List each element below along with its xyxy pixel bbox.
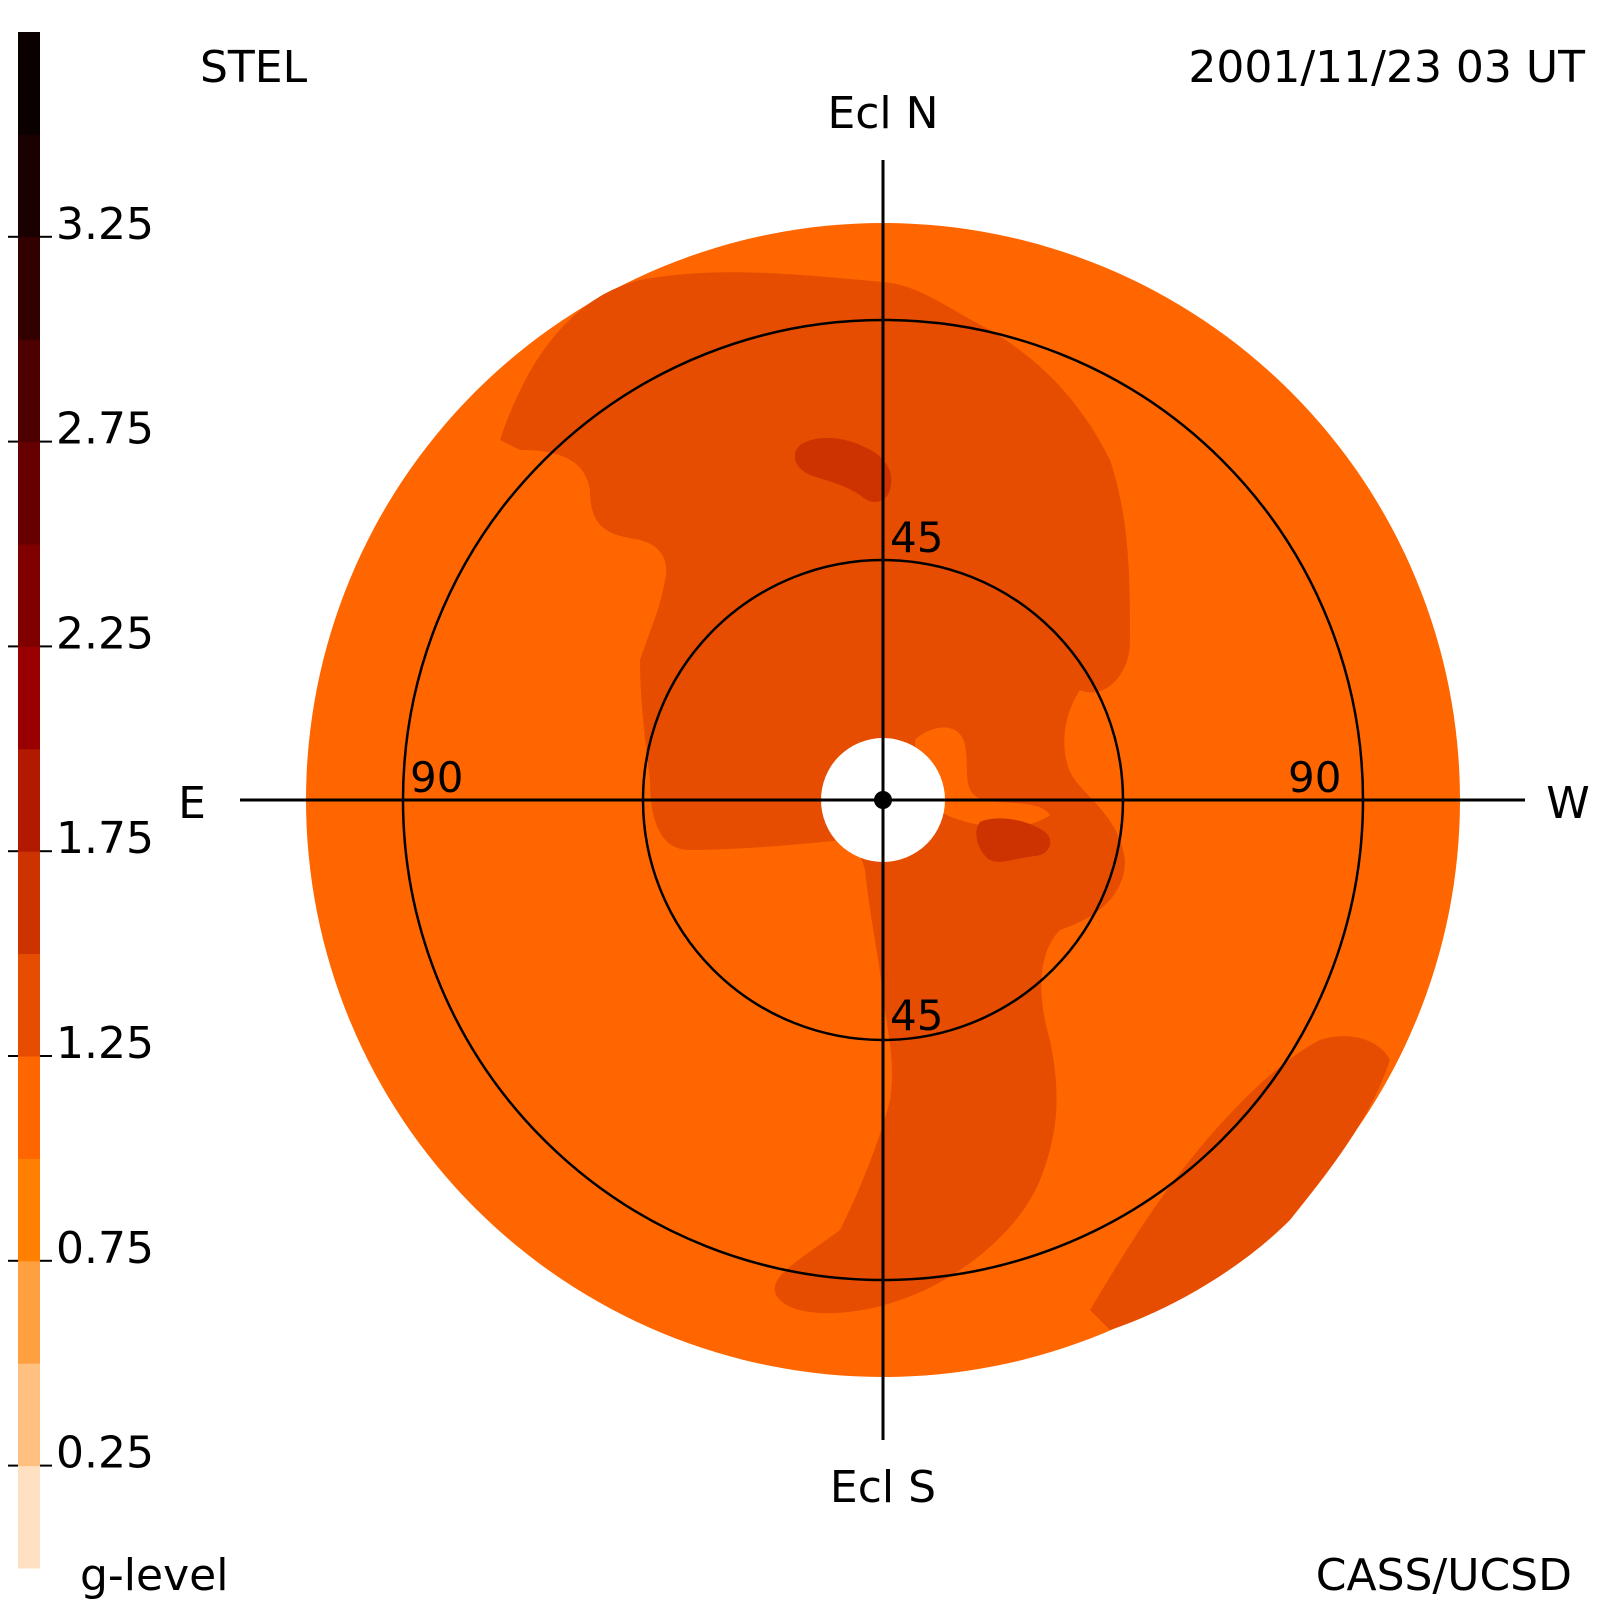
colorbar-tick-label: 1.75 <box>56 813 154 864</box>
north-label: Ecl N <box>827 88 938 139</box>
colorbar-segment <box>18 748 40 852</box>
colorbar <box>18 32 40 1569</box>
ring-label-45-south: 45 <box>890 991 943 1040</box>
background-wedge-near-sun <box>915 727 1050 827</box>
ring-label-90-west: 90 <box>1288 753 1341 802</box>
enhanced-region-north <box>500 272 1130 1314</box>
colorbar-tick-label: 0.75 <box>56 1223 154 1274</box>
enhanced-region-southwest <box>1090 1036 1390 1330</box>
colorbar-segment <box>18 32 40 135</box>
colorbar-segment <box>18 1260 40 1364</box>
colorbar-segment <box>18 1363 40 1467</box>
colorbar-tick-label: 2.75 <box>56 404 154 455</box>
south-label: Ecl S <box>830 1462 936 1513</box>
colorbar-segment <box>18 339 40 443</box>
colorbar-segment <box>18 1056 40 1159</box>
colorbar-segment <box>18 134 40 238</box>
colorbar-segment <box>18 953 40 1057</box>
west-label: W <box>1546 778 1590 829</box>
colorbar-label: g-level <box>80 1550 228 1600</box>
colorbar-tick-label: 2.25 <box>56 608 154 659</box>
peak-region-north <box>794 437 892 502</box>
colorbar-tick-label: 3.25 <box>56 199 154 250</box>
colorbar-segment <box>18 646 40 750</box>
colorbar-ticks: 3.25 2.75 2.25 1.75 1.25 0.75 0.25 <box>8 199 154 1479</box>
colorbar-segment <box>18 1158 40 1262</box>
colorbar-segment <box>18 851 40 955</box>
sky-map <box>240 160 1525 1440</box>
credit-label: CASS/UCSD <box>1316 1550 1572 1600</box>
ring-label-45-north: 45 <box>890 513 943 562</box>
colorbar-segment <box>18 236 40 340</box>
observatory-label: STEL <box>200 42 308 93</box>
east-label: E <box>178 778 206 829</box>
sun-center-dot <box>874 791 892 809</box>
ring-label-90-east: 90 <box>410 753 463 802</box>
colorbar-tick-label: 0.25 <box>56 1428 154 1479</box>
peak-region-west <box>976 818 1051 862</box>
colorbar-segment <box>18 441 40 545</box>
timestamp-label: 2001/11/23 03 UT <box>1188 42 1585 93</box>
colorbar-segment <box>18 544 40 647</box>
colorbar-segment <box>18 1465 40 1569</box>
colorbar-tick-label: 1.25 <box>56 1018 154 1069</box>
